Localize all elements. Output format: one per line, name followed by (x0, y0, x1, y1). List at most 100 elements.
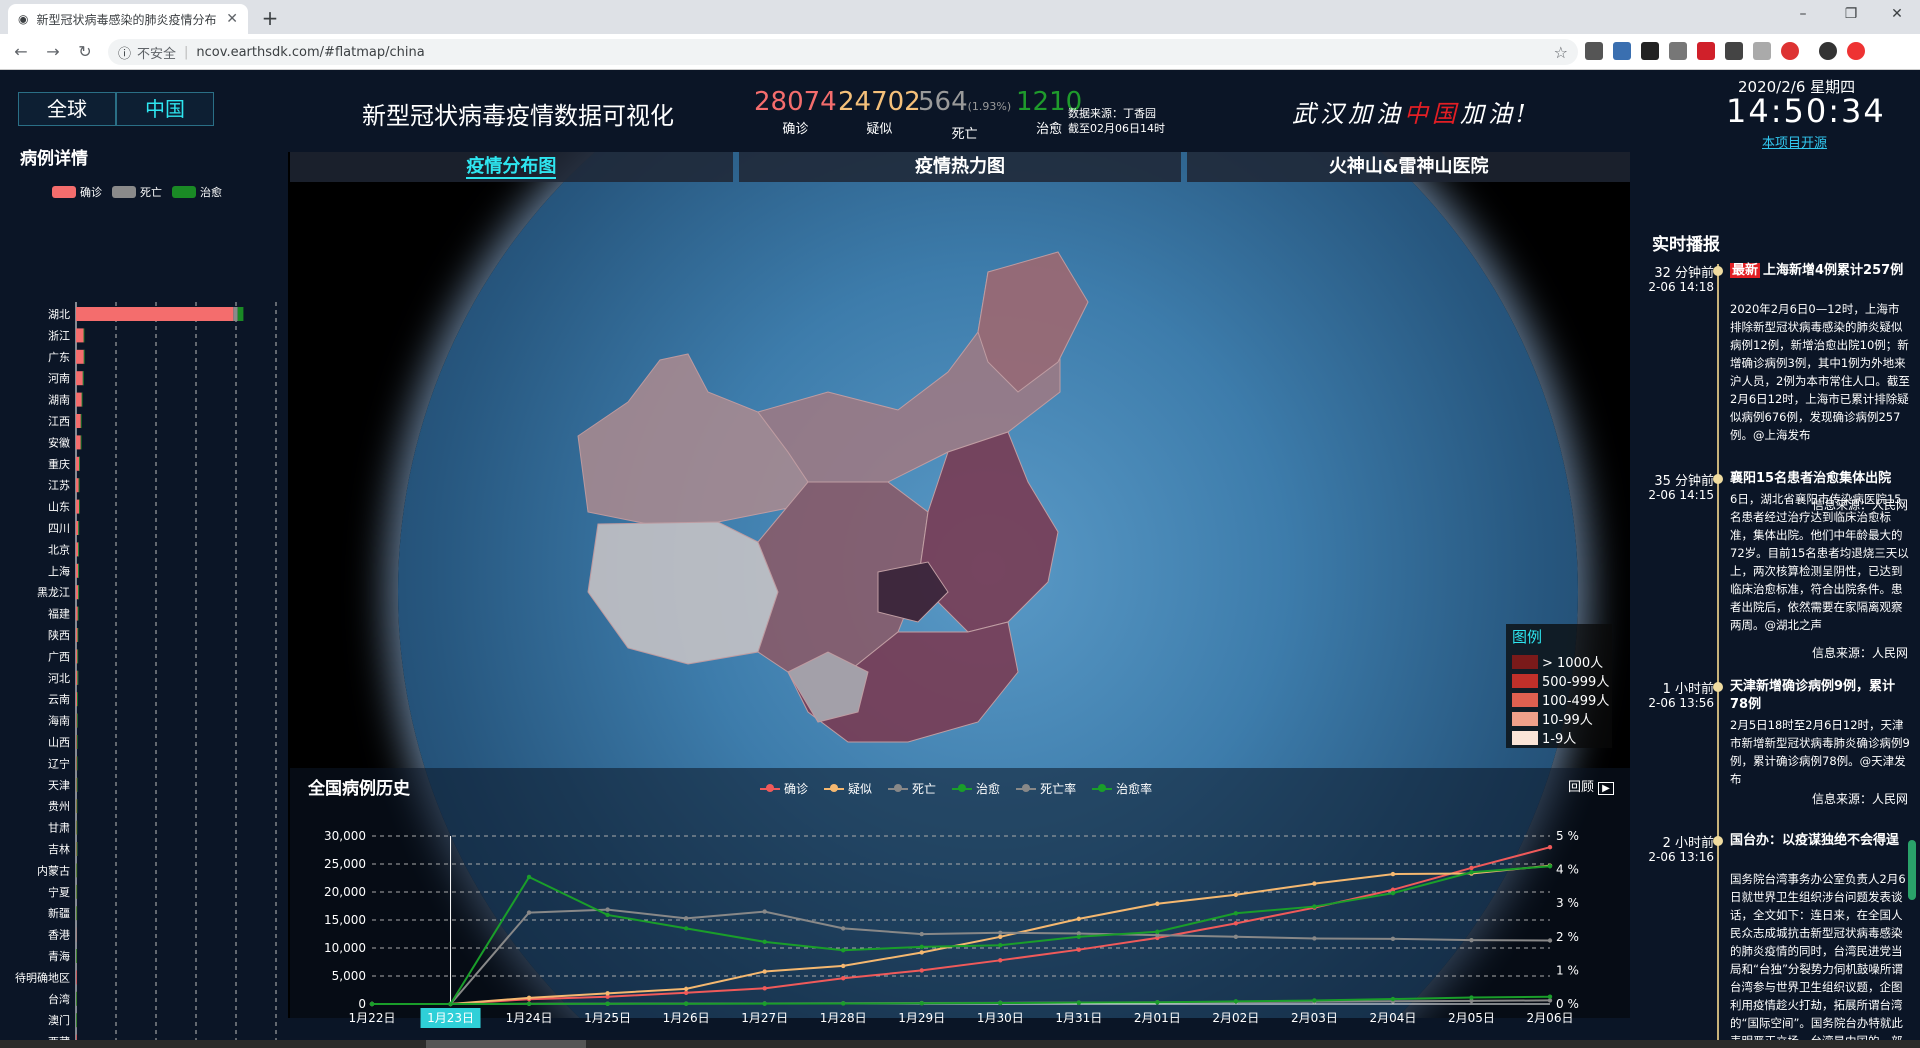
y-category-label: 云南 (48, 693, 70, 706)
replay-button[interactable]: 回顾 ▶ (1568, 776, 1614, 795)
history-panel: 全国病例历史 确诊 疑似 死亡 治愈 死亡率 治愈率 回顾 ▶ 0 5,000 10… (290, 768, 1630, 1038)
y-tick-label-left: 25,000 (324, 857, 366, 871)
slogan-part: 中国 (1404, 100, 1460, 128)
data-point (1469, 998, 1474, 1004)
legend-item[interactable]: 治愈 (172, 184, 222, 200)
bookmark-star-icon[interactable]: ☆ (1553, 42, 1568, 62)
browser-tab[interactable]: ◉ 新型冠状病毒感染的肺炎疫情分布 ✕ (8, 4, 248, 34)
map-region-northwest[interactable] (577, 353, 809, 525)
x-tick-label: 2月02日 (1212, 1011, 1259, 1025)
province-bar-chart[interactable]: 05,00010,00015,00020,00025,00湖北浙江广东河南湖南江… (0, 70, 288, 1048)
x-tick-label: 1月25日 (584, 1011, 631, 1025)
extension-icon[interactable] (1753, 42, 1771, 60)
extension-icon[interactable] (1641, 42, 1659, 60)
insecure-label: 不安全 (137, 46, 177, 62)
data-point (998, 1000, 1003, 1006)
legend-swatch (1512, 692, 1538, 707)
y-category-label: 北京 (48, 542, 70, 556)
map-region-hubei[interactable] (877, 561, 949, 623)
open-source-link[interactable]: 本项目开源 (1762, 136, 1828, 151)
stat-label: 死亡 (951, 127, 978, 142)
data-source: 数据来源：丁香园 截至02月06日14时 (1068, 106, 1165, 136)
close-tab-icon[interactable]: ✕ (226, 11, 238, 27)
back-icon[interactable]: ← (14, 42, 28, 61)
news-date: 2-06 13:16 (1648, 850, 1714, 864)
y-category-label: 河南 (48, 372, 70, 385)
legend-item[interactable]: 确诊 (52, 184, 102, 200)
play-icon: ▶ (1598, 782, 1614, 795)
scrollbar-thumb[interactable] (426, 1040, 586, 1048)
extension-icon[interactable] (1847, 42, 1865, 60)
tab-heatmap[interactable]: 疫情热力图 (738, 152, 1182, 182)
url-input[interactable]: ⓘ 不安全 | ncov.earthsdk.com/#flatmap/china… (108, 39, 1578, 65)
horizontal-scrollbar[interactable] (0, 1040, 1920, 1048)
data-point (1233, 934, 1239, 939)
minimize-button[interactable]: – (1799, 6, 1807, 22)
y-tick-label-right: 3 % (1556, 896, 1579, 910)
forward-icon[interactable]: → (46, 42, 60, 61)
data-point (683, 990, 689, 995)
map-region-southwest-gray[interactable] (787, 651, 869, 723)
news-time-ago: 32 分钟前 (1654, 266, 1714, 281)
stat-percent: (1.93%) (967, 100, 1012, 113)
data-point (1390, 871, 1396, 877)
legend-item[interactable]: 确诊 (760, 780, 808, 797)
extension-icon[interactable] (1697, 42, 1715, 60)
history-line-chart[interactable]: 0 5,000 10,000 15,000 20,000 25,000 30,000 0 % 1… (290, 768, 1630, 1038)
map-legend: 图例 > 1000人 500-999人 100-499人 10-99人 1-9人 (1506, 624, 1612, 748)
y-category-label: 重庆 (48, 457, 70, 471)
maximize-button[interactable]: ❐ (1844, 6, 1858, 22)
data-point (605, 1001, 610, 1006)
extension-icon[interactable] (1725, 42, 1743, 60)
news-source: 信息来源：人民网 (1811, 498, 1908, 512)
legend-swatch (760, 783, 780, 792)
extension-icon[interactable] (1613, 42, 1631, 60)
profile-avatar[interactable] (1819, 42, 1837, 60)
legend-item[interactable]: 疑似 (824, 780, 872, 797)
map-region-northeast[interactable] (977, 251, 1089, 393)
legend-item[interactable]: 死亡 (112, 184, 162, 200)
data-point (369, 1001, 375, 1007)
tab-hospitals[interactable]: 火神山&雷神山医院 (1187, 152, 1631, 182)
tab-label: 疫情分布图 (466, 156, 557, 179)
data-point (526, 995, 532, 1001)
map-region-tibet[interactable] (587, 521, 779, 665)
extension-icon[interactable] (1781, 42, 1799, 60)
clock: 14:50:34 (1726, 92, 1886, 130)
globe-map-view[interactable] (288, 152, 1630, 1018)
y-category-label: 福建 (48, 607, 70, 621)
data-point (919, 1001, 924, 1006)
panel-title: 病例详情 (20, 149, 88, 169)
scope-global-button[interactable]: 全球 (18, 92, 116, 126)
app-root: 全球 中国 新型冠状病毒疫情数据可视化 28074 确诊 24702 疑似 56… (0, 70, 1920, 1048)
reload-icon[interactable]: ↻ (78, 42, 92, 61)
new-badge: 最新 (1730, 263, 1761, 278)
history-legend: 确诊 疑似 死亡 治愈 死亡率 治愈率 (760, 780, 1152, 797)
y-category-label: 宁夏 (48, 885, 70, 899)
legend-item[interactable]: 治愈率 (1092, 780, 1152, 797)
stat-value: 24702 (838, 87, 921, 117)
series-line (372, 864, 1551, 1005)
news-body: 6日，湖北省襄阳市传染病医院15名患者经过治疗达到临床治愈标准，集体出院。他们中… (1730, 492, 1909, 632)
map-region-east[interactable] (917, 431, 1059, 633)
scope-china-button[interactable]: 中国 (116, 92, 214, 126)
close-window-button[interactable]: ✕ (1891, 6, 1903, 22)
stat-suspected: 24702 疑似 (838, 88, 921, 137)
bar-segment (83, 328, 85, 343)
legend-item[interactable]: 治愈 (952, 780, 1000, 797)
data-point (1390, 887, 1396, 892)
extension-icon[interactable] (1585, 42, 1603, 60)
extension-icon[interactable] (1669, 42, 1687, 60)
news-scrollbar[interactable] (1908, 840, 1916, 900)
data-point (605, 994, 610, 999)
tab-distribution[interactable]: 疫情分布图 (290, 152, 733, 182)
data-point (762, 969, 767, 974)
bar-segment (76, 1013, 77, 1028)
data-point (841, 1001, 846, 1006)
china-map[interactable] (288, 152, 1630, 1018)
legend-item[interactable]: 死亡 (888, 780, 936, 797)
new-tab-button[interactable]: + (261, 6, 279, 30)
legend-item[interactable]: 死亡率 (1016, 780, 1076, 797)
y-tick-label-left: 5,000 (332, 969, 366, 983)
info-icon[interactable]: ⓘ (118, 46, 132, 62)
